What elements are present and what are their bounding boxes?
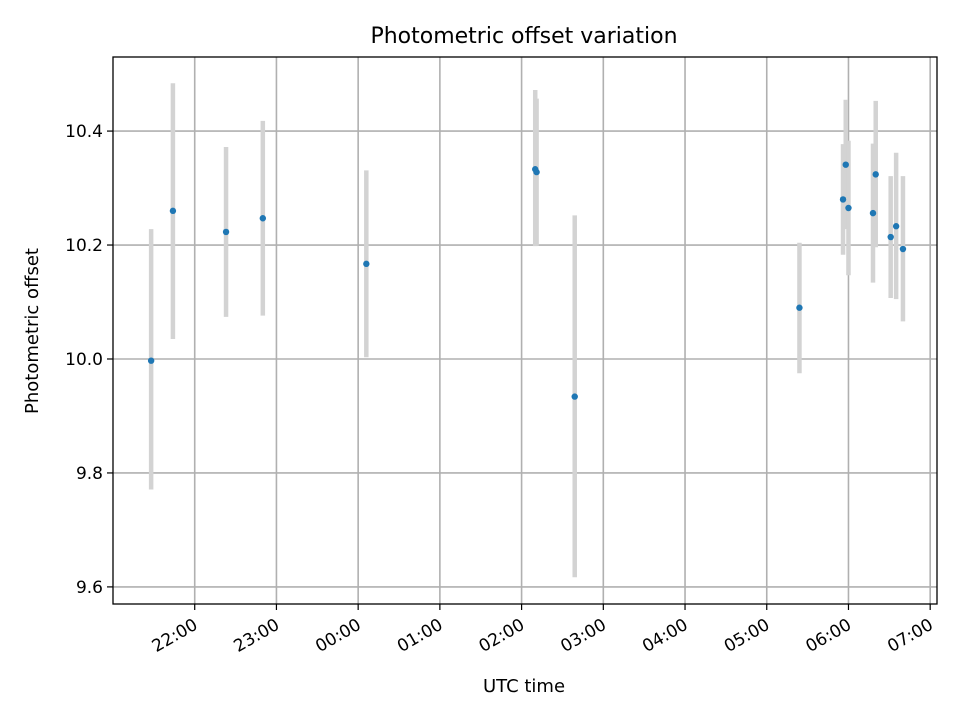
y-axis: 9.6 9.8 10.0 10.2 10.4 — [65, 122, 113, 598]
data-point — [869, 209, 877, 217]
y-tick-label: 10.0 — [65, 350, 103, 370]
data-point — [363, 260, 370, 268]
y-tick-label: 9.8 — [76, 464, 103, 484]
data-point — [892, 223, 900, 230]
data-point — [571, 393, 578, 400]
x-axis-label: UTC time — [483, 676, 565, 697]
data-points — [147, 161, 907, 400]
chart-title: Photometric offset variation — [370, 24, 677, 49]
y-axis-label: Photometric offset — [22, 248, 43, 414]
data-point — [147, 357, 155, 364]
data-point — [169, 207, 177, 215]
data-point — [222, 228, 230, 236]
data-point — [845, 204, 852, 212]
data-point — [872, 171, 879, 178]
y-tick-label: 10.2 — [65, 236, 103, 256]
y-tick-label: 9.6 — [76, 578, 103, 598]
data-point — [842, 161, 849, 168]
data-point — [259, 215, 267, 222]
data-point — [796, 304, 803, 311]
data-point — [839, 196, 847, 203]
plot-frame — [112, 56, 938, 605]
data-point — [533, 168, 540, 176]
y-tick-label: 10.4 — [65, 122, 103, 142]
data-point — [899, 245, 907, 253]
data-point — [887, 233, 894, 241]
